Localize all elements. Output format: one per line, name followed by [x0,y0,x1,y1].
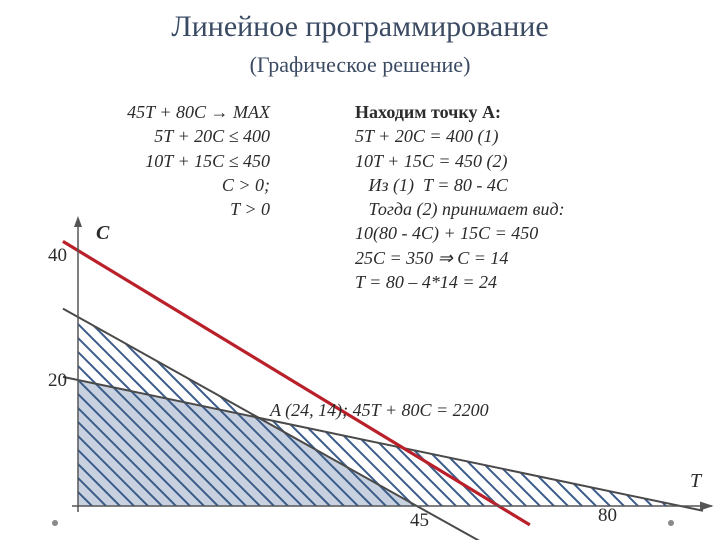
slide: { "title": { "text": "Линейное программи… [0,0,720,540]
x-axis-label: T [690,470,701,493]
y-tick-40: 40 [48,245,67,267]
point-a-text: A (24, 14); 45T + 80C = 2200 [270,400,489,420]
y-tick-20: 20 [48,370,67,392]
bullet-icon [52,520,58,526]
y-axis-label: С [96,222,109,245]
x-tick-80: 80 [598,505,617,527]
y-axis-arrow [74,216,82,227]
lp-chart [0,0,720,540]
point-a-label: A (24, 14); 45T + 80C = 2200 [270,400,489,421]
x-tick-45: 45 [410,510,429,532]
bullet-icon [668,520,674,526]
